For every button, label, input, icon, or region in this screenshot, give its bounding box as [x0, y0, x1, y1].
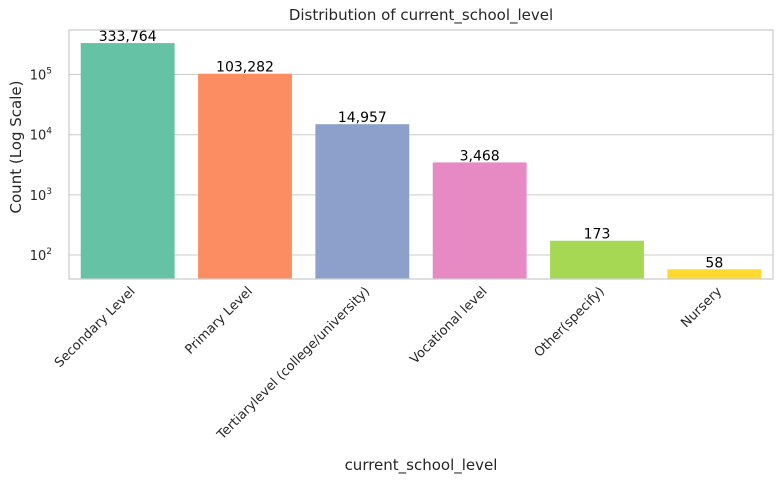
y-tick-exponent: 2	[46, 247, 52, 257]
y-tick-label: 102	[30, 247, 52, 264]
x-axis-label: current_school_level	[345, 456, 498, 475]
grid-lines	[69, 74, 773, 256]
bar	[432, 162, 527, 279]
x-tick-label: Nursery	[678, 284, 725, 331]
data-labels: 333,764 103,282 14,957 3,468 173 58	[99, 29, 724, 271]
bar	[80, 43, 175, 279]
bar	[198, 73, 292, 280]
y-tick-exponent: 5	[46, 67, 52, 77]
bar-value-label: 3,468	[460, 148, 500, 164]
bar-value-label: 333,764	[99, 29, 157, 45]
bars	[80, 43, 762, 280]
bar-value-label: 173	[584, 227, 611, 243]
y-tick-exponent: 3	[46, 187, 52, 197]
x-tick-label: Secondary Level	[52, 284, 138, 370]
bar	[667, 269, 762, 279]
x-tick-label: Primary Level	[183, 284, 256, 357]
x-tick-label: Vocational level	[407, 284, 490, 367]
x-tick-label: Other(specify)	[532, 284, 608, 360]
y-tick-label: 103	[30, 187, 52, 204]
chart-title: Distribution of current_school_level	[289, 6, 553, 25]
y-tick-label: 105	[30, 67, 52, 84]
bar-value-label: 14,957	[338, 110, 387, 126]
bar	[315, 124, 410, 279]
y-tick-labels: 102 103 104 105	[30, 67, 53, 265]
y-tick-label: 104	[30, 127, 53, 144]
bar	[550, 240, 644, 279]
bar-value-label: 58	[705, 255, 723, 271]
x-tick-labels: Secondary Level Primary LevelTertiaryleve…	[52, 284, 725, 443]
y-axis-label: Count (Log Scale)	[7, 81, 25, 214]
bar-value-label: 103,282	[216, 60, 274, 76]
y-tick-exponent: 4	[46, 127, 52, 137]
plot-frame	[68, 29, 774, 280]
